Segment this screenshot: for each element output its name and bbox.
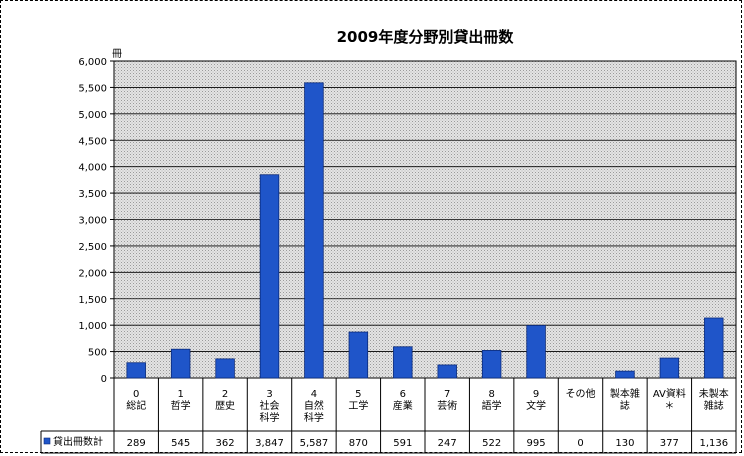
y-tick-label: 2,500 — [78, 242, 107, 253]
category-label: 6 — [400, 389, 406, 400]
category-label: 製本雑 — [610, 387, 640, 400]
category-label: AV資料 — [653, 387, 686, 400]
category-label: 4 — [311, 389, 317, 400]
category-label: 哲学 — [171, 399, 191, 412]
category-label: 誌 — [620, 399, 630, 412]
category-label: 7 — [444, 389, 450, 400]
category-label: ＊ — [664, 401, 674, 412]
category-label: 9 — [533, 389, 539, 400]
category-label: 未製本 — [699, 387, 729, 400]
y-tick-label: 0 — [101, 374, 107, 385]
data-table-value: 3,847 — [255, 438, 284, 449]
category-label: 5 — [355, 389, 361, 400]
bars — [126, 82, 724, 379]
bar — [526, 325, 546, 379]
category-label: その他 — [566, 387, 596, 400]
y-tick-label: 3,500 — [78, 189, 107, 200]
y-tick-label: 5,000 — [78, 110, 107, 121]
category-label: 工学 — [348, 399, 368, 412]
category-label: 科学 — [260, 411, 280, 424]
data-table: 0総記2891哲学5452歴史3623社会科学3,8474自然科学5,5875工… — [40, 378, 737, 454]
bar — [659, 357, 680, 379]
category-label: 3 — [266, 389, 272, 400]
bar — [615, 370, 635, 379]
category-label: 総記 — [126, 399, 146, 412]
category-label: 8 — [488, 389, 494, 400]
bar — [393, 346, 413, 379]
bar — [126, 362, 146, 379]
data-table-value: 1,136 — [699, 438, 728, 449]
category-label: 芸術 — [437, 399, 457, 412]
data-table-value: 289 — [127, 438, 146, 449]
category-label: 0 — [133, 389, 139, 400]
data-table-value: 130 — [615, 438, 634, 449]
category-label: 自然 — [304, 399, 324, 412]
y-tick-label: 6,000 — [78, 57, 107, 68]
y-tick-label: 500 — [88, 348, 107, 359]
bar — [348, 331, 369, 379]
y-tick-label: 5,500 — [78, 83, 107, 94]
category-label: 科学 — [304, 411, 324, 424]
legend-key — [43, 437, 51, 445]
bar — [259, 174, 280, 379]
y-tick-label: 1,000 — [78, 321, 107, 332]
data-table-value: 247 — [438, 438, 457, 449]
category-label: 歴史 — [215, 400, 235, 412]
bar — [481, 350, 502, 379]
data-table-value: 377 — [660, 438, 679, 449]
category-label: 語学 — [482, 399, 502, 412]
category-label: 1 — [177, 389, 183, 400]
data-table-value: 362 — [216, 438, 235, 449]
bar — [170, 348, 191, 379]
y-axis-unit-label: 冊 — [112, 49, 122, 60]
data-table-value: 591 — [393, 438, 412, 449]
data-table-value: 870 — [349, 438, 368, 449]
y-axis-ticks: 0 500 1,000 1,500 2,000 2,500 3,000 3,500 4,000 4… — [78, 57, 114, 385]
data-table-value: 545 — [171, 438, 190, 449]
y-tick-label: 1,500 — [78, 295, 107, 306]
bar — [215, 358, 235, 379]
legend-series-label: 貸出冊数計 — [53, 435, 103, 448]
data-table-value: 5,587 — [300, 438, 329, 449]
category-label: 文学 — [526, 399, 546, 412]
category-label: 産業 — [393, 399, 413, 412]
data-table-value: 522 — [482, 438, 501, 449]
category-label: 雑誌 — [704, 399, 724, 412]
bar — [304, 82, 324, 379]
category-label: 社会 — [260, 399, 280, 412]
category-label: 2 — [222, 389, 228, 400]
y-tick-label: 2,000 — [78, 268, 107, 279]
data-table-value: 0 — [577, 438, 583, 449]
data-table-value: 995 — [527, 438, 546, 449]
y-tick-label: 3,000 — [78, 216, 107, 227]
y-tick-label: 4,000 — [78, 163, 107, 174]
gridlines — [113, 60, 737, 379]
y-tick-label: 4,500 — [78, 136, 107, 147]
chart-title: 2009年度分野別貸出冊数 — [337, 28, 515, 46]
bar — [704, 317, 724, 379]
bar — [437, 364, 457, 379]
